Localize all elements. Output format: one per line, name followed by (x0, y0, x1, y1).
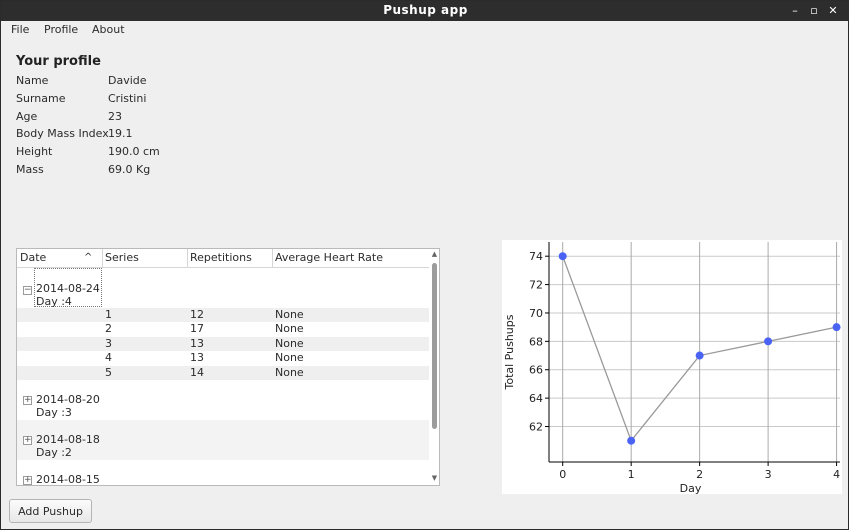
repetitions-cell: 13 (190, 351, 204, 364)
column-header-repetitions[interactable]: Repetitions (187, 249, 273, 268)
column-header-date[interactable]: Date ^ (17, 249, 103, 268)
workout-tree-table[interactable]: Date ^ Series Repetitions Average Heart … (16, 248, 440, 486)
sort-ascending-icon: ^ (84, 252, 93, 263)
group-row-2014-08-18[interactable]: + 2014-08-18 Day :2 (17, 420, 429, 460)
bmi-label: Body Mass Index (16, 127, 109, 140)
surname-value: Cristini (108, 92, 147, 105)
menu-bar: File Profile About (1, 21, 849, 41)
scroll-thumb[interactable] (432, 263, 437, 429)
group-date: 2014-08-18 (36, 433, 100, 446)
y-tick-label: 66 (529, 364, 543, 377)
group-date: 2014-08-15 (36, 473, 100, 486)
expand-icon[interactable]: + (23, 395, 32, 405)
group-row-2014-08-15[interactable]: + 2014-08-15 (17, 460, 429, 486)
repetitions-cell: 13 (190, 337, 204, 350)
group-row-2014-08-20[interactable]: + 2014-08-20 Day :3 (17, 380, 429, 420)
series-cell: 4 (105, 351, 112, 364)
x-tick-label: 1 (628, 468, 635, 481)
group-day: Day :4 (36, 295, 72, 308)
heart-rate-cell: None (275, 322, 304, 335)
group-day: Day :3 (36, 406, 72, 419)
column-header-heart-rate[interactable]: Average Heart Rate (275, 251, 384, 264)
group-date: 2014-08-20 (36, 393, 100, 406)
height-value: 190.0 cm (108, 145, 160, 158)
scroll-up-icon[interactable]: ▲ (431, 250, 438, 258)
series-cell: 5 (105, 366, 112, 379)
add-pushup-button[interactable]: Add Pushup (9, 499, 92, 523)
heart-rate-cell: None (275, 337, 304, 350)
x-axis-label: Day (680, 482, 702, 494)
y-tick-label: 68 (529, 335, 543, 348)
group-row-2014-08-24[interactable]: − 2014-08-24 Day :4 (17, 268, 429, 308)
table-row[interactable]: 1 12 None (17, 308, 429, 322)
menu-profile[interactable]: Profile (44, 23, 79, 36)
heart-rate-cell: None (275, 351, 304, 364)
data-point (764, 337, 773, 346)
close-button[interactable]: ✕ (828, 4, 838, 17)
name-value: Davide (108, 74, 147, 87)
table-row[interactable]: 5 14 None (17, 366, 429, 380)
x-tick-label: 4 (833, 468, 840, 481)
data-point (558, 252, 567, 261)
x-tick-label: 0 (559, 468, 566, 481)
collapse-icon[interactable]: − (23, 285, 32, 295)
group-day: Day :2 (36, 446, 72, 459)
age-label: Age (16, 110, 38, 123)
repetitions-cell: 12 (190, 308, 204, 321)
repetitions-cell: 17 (190, 322, 204, 335)
heart-rate-cell: None (275, 366, 304, 379)
menu-file[interactable]: File (11, 23, 30, 36)
maximize-button[interactable]: ▫ (810, 4, 818, 17)
pushups-line-chart: 62 64 66 68 70 72 74 0 1 2 3 4 Day Total Pushups (503, 242, 841, 495)
table-row[interactable]: 4 13 None (17, 351, 429, 365)
scroll-down-icon[interactable]: ▼ (431, 474, 438, 482)
series-cell: 1 (105, 308, 112, 321)
pushups-chart: 62 64 66 68 70 72 74 0 1 2 3 4 Day Total Pushups (502, 240, 842, 495)
y-tick-label: 62 (529, 421, 543, 434)
x-tick-label: 2 (696, 468, 703, 481)
data-point (695, 351, 704, 360)
name-label: Name (16, 74, 49, 87)
profile-heading: Your profile (16, 54, 101, 69)
series-cell: 2 (105, 322, 112, 335)
mass-label: Mass (16, 163, 44, 176)
y-tick-label: 70 (529, 307, 543, 320)
table-scrollbar[interactable]: ▲ ▼ (429, 249, 439, 485)
expand-icon[interactable]: + (23, 435, 32, 445)
menu-about[interactable]: About (92, 23, 125, 36)
y-tick-label: 74 (529, 250, 543, 263)
column-header-series[interactable]: Series (102, 249, 188, 268)
data-point (627, 436, 636, 445)
table-row[interactable]: 3 13 None (17, 337, 429, 351)
surname-label: Surname (16, 92, 66, 105)
table-header: Date ^ Series Repetitions Average Heart … (17, 249, 429, 268)
series-cell: 3 (105, 337, 112, 350)
data-point (832, 323, 841, 332)
y-tick-label: 64 (529, 392, 543, 405)
height-label: Height (16, 145, 53, 158)
group-date: 2014-08-24 (36, 282, 100, 295)
mass-value: 69.0 Kg (108, 163, 151, 176)
table-row[interactable]: 2 17 None (17, 322, 429, 336)
expand-icon[interactable]: + (23, 475, 32, 485)
bmi-value: 19.1 (108, 127, 133, 140)
x-tick-label: 3 (765, 468, 772, 481)
y-tick-label: 72 (529, 279, 543, 292)
repetitions-cell: 14 (190, 366, 204, 379)
minimize-button[interactable]: – (792, 4, 798, 17)
y-axis-label: Total Pushups (503, 314, 516, 390)
window-title: Pushup app (383, 3, 468, 17)
heart-rate-cell: None (275, 308, 304, 321)
age-value: 23 (108, 110, 122, 123)
title-bar: Pushup app – ▫ ✕ (1, 1, 849, 21)
